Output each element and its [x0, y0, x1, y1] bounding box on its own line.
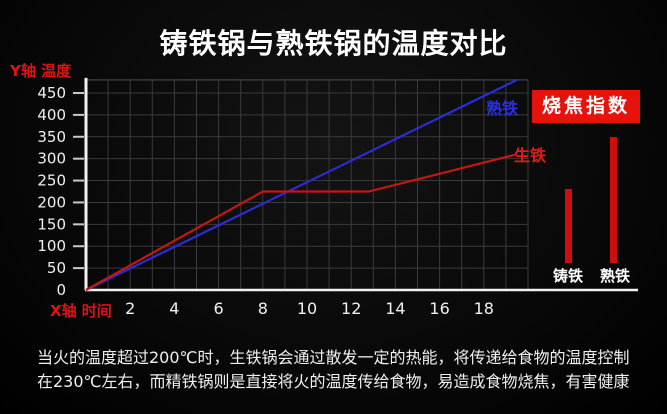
- burn-index-title-badge: 烧焦指数: [532, 90, 640, 123]
- x-tick-label: 12: [341, 299, 361, 318]
- x-tick-label: 6: [214, 299, 224, 318]
- description-line-2: 在230℃左右，而精铁锅则是直接将火的温度传给食物，易造成食物烧焦，有害健康: [37, 372, 630, 391]
- page-title: 铸铁锅与熟铁锅的温度对比: [159, 27, 508, 60]
- line-pig-iron: [85, 153, 518, 291]
- series-label-wrought-iron: 熟铁: [486, 99, 519, 118]
- description-line-1: 当火的温度超过200℃时，生铁锅会通过散发一定的热能，将传递给食物的温度控制: [37, 348, 630, 367]
- burn-bar-wrought-iron: [610, 137, 617, 263]
- y-tick-label: 350: [37, 128, 66, 146]
- burn-bar-label-cast-iron: 铸铁: [552, 267, 583, 285]
- y-tick-label: 200: [37, 193, 66, 211]
- temperature-chart: 0 50 100 150 200 250 300 350 400 450 2 4 6 8 10 12 14 16 1…: [37, 77, 638, 318]
- x-tick-label: 16: [429, 299, 449, 318]
- x-tick-label: 18: [474, 299, 494, 318]
- y-tick-label: 50: [47, 259, 66, 277]
- x-tick-label: 14: [385, 299, 405, 318]
- x-tick-label: 4: [169, 299, 179, 318]
- y-tick-label: 450: [37, 84, 66, 102]
- x-tick-label: 10: [297, 299, 317, 318]
- y-tick-label: 0: [56, 281, 66, 299]
- y-axis-caption: Y轴 温度: [10, 62, 72, 80]
- y-tick-label: 400: [37, 106, 66, 124]
- burn-bar-cast-iron: [565, 189, 572, 263]
- series-label-pig-iron: 生铁: [514, 146, 547, 165]
- y-tick-label: 150: [37, 215, 66, 233]
- x-tick-label: 8: [258, 299, 268, 318]
- y-tick-label: 250: [37, 172, 66, 190]
- y-tick-label: 300: [37, 150, 66, 168]
- line-wrought-iron: [85, 78, 518, 291]
- x-axis-caption: X轴 时间: [50, 302, 112, 320]
- burn-bar-label-wrought-iron: 熟铁: [599, 267, 630, 285]
- x-tick-label: 2: [125, 299, 135, 318]
- y-tick-label: 100: [37, 237, 66, 255]
